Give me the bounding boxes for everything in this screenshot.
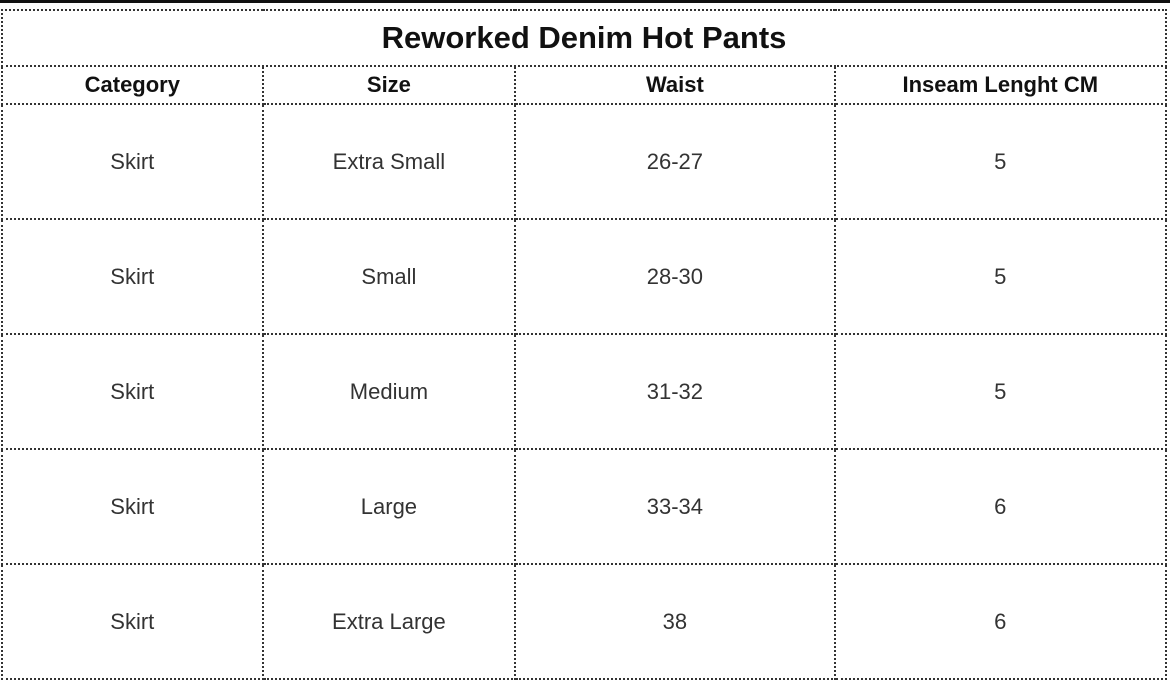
header-inseam: Inseam Lenght CM: [833, 65, 1168, 105]
cell-inseam: 5: [833, 218, 1168, 335]
size-chart-table: Reworked Denim Hot Pants Category Size W…: [1, 9, 1168, 680]
cell-inseam: 6: [833, 448, 1168, 565]
table-row: Skirt Extra Large 38 6: [1, 563, 1168, 680]
cell-category: Skirt: [1, 218, 264, 335]
header-waist: Waist: [514, 65, 836, 105]
title-row: Reworked Denim Hot Pants: [1, 9, 1167, 67]
cell-category: Skirt: [1, 563, 264, 680]
header-row: Category Size Waist Inseam Lenght CM: [1, 65, 1168, 105]
cell-category: Skirt: [1, 103, 264, 220]
table-title: Reworked Denim Hot Pants: [1, 9, 1167, 67]
cell-waist: 26-27: [514, 103, 836, 220]
top-border: [0, 0, 1170, 3]
cell-size: Large: [261, 448, 517, 565]
cell-size: Extra Large: [261, 563, 517, 680]
cell-size: Medium: [261, 333, 517, 450]
header-category: Category: [1, 65, 264, 105]
cell-category: Skirt: [1, 333, 264, 450]
cell-waist: 33-34: [514, 448, 836, 565]
cell-inseam: 5: [833, 103, 1168, 220]
cell-category: Skirt: [1, 448, 264, 565]
table-row: Skirt Large 33-34 6: [1, 448, 1168, 565]
cell-inseam: 5: [833, 333, 1168, 450]
cell-waist: 28-30: [514, 218, 836, 335]
cell-size: Small: [261, 218, 517, 335]
cell-waist: 31-32: [514, 333, 836, 450]
cell-size: Extra Small: [261, 103, 517, 220]
cell-inseam: 6: [833, 563, 1168, 680]
table-row: Skirt Small 28-30 5: [1, 218, 1168, 335]
table-row: Skirt Medium 31-32 5: [1, 333, 1168, 450]
header-size: Size: [261, 65, 517, 105]
table-row: Skirt Extra Small 26-27 5: [1, 103, 1168, 220]
cell-waist: 38: [514, 563, 836, 680]
